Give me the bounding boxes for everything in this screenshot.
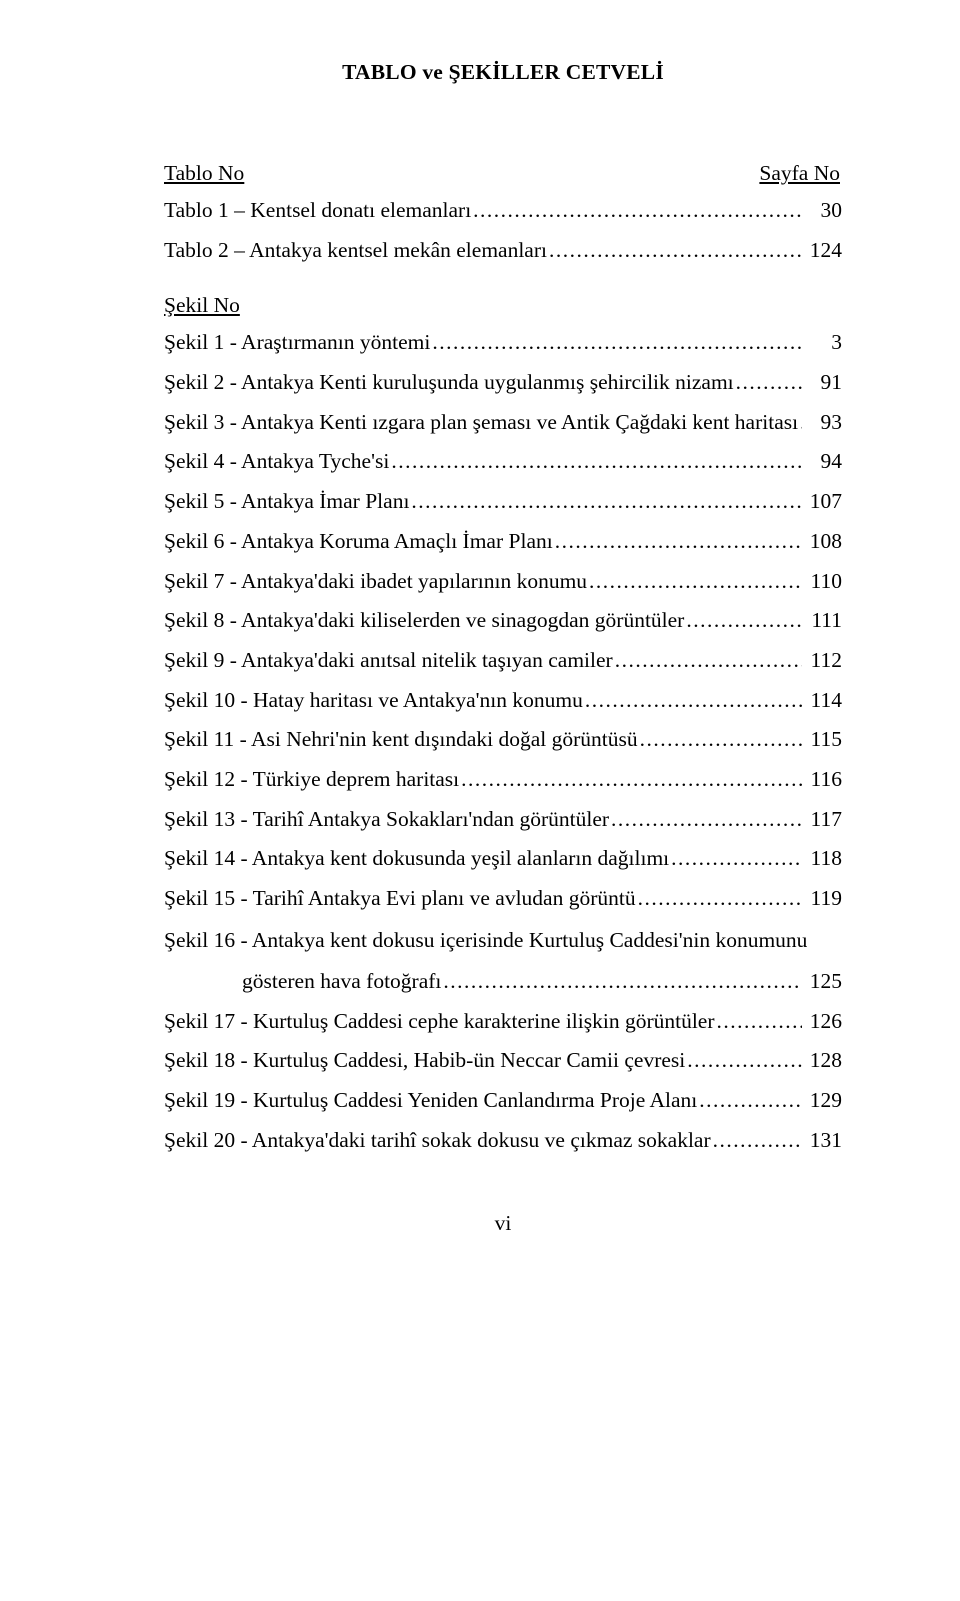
toc-entry: Şekil 14 - Antakya kent dokusunda yeşil … xyxy=(164,848,842,870)
dot-leader xyxy=(411,491,802,513)
dot-leader xyxy=(461,769,802,791)
dot-leader xyxy=(615,650,802,672)
toc-entry-line1: Şekil 16 - Antakya kent dokusu içerisind… xyxy=(164,928,842,953)
toc-entry: Tablo 1 – Kentsel donatı elemanları 30 xyxy=(164,200,842,222)
toc-page-number: 108 xyxy=(804,531,842,553)
toc-page-number: 110 xyxy=(804,571,842,593)
document-page: TABLO ve ŞEKİLLER CETVELİ Tablo No Sayfa… xyxy=(0,0,960,1276)
toc-entry-label: Şekil 11 - Asi Nehri'nin kent dışındaki … xyxy=(164,729,638,751)
toc-page-number: 131 xyxy=(804,1130,842,1152)
toc-entry: Şekil 15 - Tarihî Antakya Evi planı ve a… xyxy=(164,888,842,910)
toc-entry-line2: gösteren hava fotoğrafı xyxy=(242,971,441,993)
toc-entry-label: Şekil 18 - Kurtuluş Caddesi, Habib-ün Ne… xyxy=(164,1050,685,1072)
dot-leader xyxy=(391,451,802,473)
page-footer: vi xyxy=(164,1211,842,1236)
sekil-entries-after: Şekil 17 - Kurtuluş Caddesi cephe karakt… xyxy=(164,1011,842,1152)
toc-entry-label: Şekil 7 - Antakya'daki ibadet yapılarını… xyxy=(164,571,587,593)
toc-page-number: 125 xyxy=(804,971,842,993)
toc-entry: Tablo 2 – Antakya kentsel mekân elemanla… xyxy=(164,240,842,262)
toc-page-number: 128 xyxy=(804,1050,842,1072)
dot-leader xyxy=(717,1011,802,1033)
toc-entry: Şekil 9 - Antakya'daki anıtsal nitelik t… xyxy=(164,650,842,672)
toc-page-number: 119 xyxy=(804,888,842,910)
toc-page-number: 129 xyxy=(804,1090,842,1112)
toc-entry: Şekil 12 - Türkiye deprem haritası 116 xyxy=(164,769,842,791)
dot-leader xyxy=(585,690,802,712)
toc-entry-label: Tablo 1 – Kentsel donatı elemanları xyxy=(164,200,471,222)
toc-entry: Şekil 10 - Hatay haritası ve Antakya'nın… xyxy=(164,690,842,712)
toc-entry: Şekil 19 - Kurtuluş Caddesi Yeniden Canl… xyxy=(164,1090,842,1112)
dot-leader xyxy=(638,888,802,910)
toc-entry-label: Şekil 8 - Antakya'daki kiliselerden ve s… xyxy=(164,610,684,632)
dot-leader xyxy=(589,571,802,593)
dot-leader xyxy=(800,412,802,434)
dot-leader xyxy=(473,200,802,222)
toc-page-number: 117 xyxy=(804,809,842,831)
sekil-header: Şekil No xyxy=(164,293,842,318)
header-right: Sayfa No xyxy=(759,161,840,186)
toc-page-number: 112 xyxy=(804,650,842,672)
toc-entry-label: Şekil 19 - Kurtuluş Caddesi Yeniden Canl… xyxy=(164,1090,697,1112)
toc-page-number: 115 xyxy=(804,729,842,751)
toc-entry-label: Şekil 4 - Antakya Tyche'si xyxy=(164,451,389,473)
toc-entry-label: Şekil 13 - Tarihî Antakya Sokakları'ndan… xyxy=(164,809,609,831)
toc-entry: Şekil 11 - Asi Nehri'nin kent dışındaki … xyxy=(164,729,842,751)
dot-leader xyxy=(443,971,802,993)
toc-entry-label: Şekil 3 - Antakya Kenti ızgara plan şema… xyxy=(164,412,798,434)
toc-entry: Şekil 4 - Antakya Tyche'si 94 xyxy=(164,451,842,473)
dot-leader xyxy=(611,809,802,831)
toc-entry-label: Şekil 17 - Kurtuluş Caddesi cephe karakt… xyxy=(164,1011,715,1033)
toc-page-number: 114 xyxy=(804,690,842,712)
toc-entry: Şekil 5 - Antakya İmar Planı 107 xyxy=(164,491,842,513)
toc-entry: Şekil 13 - Tarihî Antakya Sokakları'ndan… xyxy=(164,809,842,831)
dot-leader xyxy=(671,848,802,870)
toc-entry: Şekil 2 - Antakya Kenti kuruluşunda uygu… xyxy=(164,372,842,394)
toc-entry: Şekil 18 - Kurtuluş Caddesi, Habib-ün Ne… xyxy=(164,1050,842,1072)
dot-leader xyxy=(736,372,802,394)
dot-leader xyxy=(686,610,802,632)
toc-page-number: 30 xyxy=(804,200,842,222)
column-headers: Tablo No Sayfa No xyxy=(164,161,842,186)
toc-entry-multiline: Şekil 16 - Antakya kent dokusu içerisind… xyxy=(164,928,842,993)
toc-entry-label: Şekil 12 - Türkiye deprem haritası xyxy=(164,769,459,791)
toc-page-number: 124 xyxy=(804,240,842,262)
toc-page-number: 3 xyxy=(804,332,842,354)
tablo-entries: Tablo 1 – Kentsel donatı elemanları30Tab… xyxy=(164,200,842,261)
toc-entry: Şekil 3 - Antakya Kenti ızgara plan şema… xyxy=(164,412,842,434)
toc-entry-label: Tablo 2 – Antakya kentsel mekân elemanla… xyxy=(164,240,547,262)
toc-entry: Şekil 7 - Antakya'daki ibadet yapılarını… xyxy=(164,571,842,593)
toc-entry-label: Şekil 9 - Antakya'daki anıtsal nitelik t… xyxy=(164,650,613,672)
toc-entry: Şekil 8 - Antakya'daki kiliselerden ve s… xyxy=(164,610,842,632)
header-left: Tablo No xyxy=(164,161,244,186)
toc-entry-label: Şekil 1 - Araştırmanın yöntemi xyxy=(164,332,430,354)
toc-entry-label: Şekil 20 - Antakya'daki tarihî sokak dok… xyxy=(164,1130,711,1152)
toc-page-number: 107 xyxy=(804,491,842,513)
toc-page-number: 118 xyxy=(804,848,842,870)
dot-leader xyxy=(699,1090,802,1112)
toc-entry: Şekil 1 - Araştırmanın yöntemi 3 xyxy=(164,332,842,354)
toc-page-number: 116 xyxy=(804,769,842,791)
dot-leader xyxy=(549,240,802,262)
dot-leader xyxy=(432,332,802,354)
toc-page-number: 93 xyxy=(804,412,842,434)
toc-page-number: 111 xyxy=(804,610,842,632)
toc-entry-label: Şekil 14 - Antakya kent dokusunda yeşil … xyxy=(164,848,669,870)
toc-entry-label: Şekil 15 - Tarihî Antakya Evi planı ve a… xyxy=(164,888,636,910)
dot-leader xyxy=(687,1050,802,1072)
toc-entry: Şekil 6 - Antakya Koruma Amaçlı İmar Pla… xyxy=(164,531,842,553)
toc-entry-label: Şekil 6 - Antakya Koruma Amaçlı İmar Pla… xyxy=(164,531,553,553)
sekil-entries: Şekil 1 - Araştırmanın yöntemi 3 Şekil 2 -… xyxy=(164,332,842,909)
toc-page-number: 91 xyxy=(804,372,842,394)
page-title: TABLO ve ŞEKİLLER CETVELİ xyxy=(164,60,842,85)
toc-entry-label: Şekil 10 - Hatay haritası ve Antakya'nın… xyxy=(164,690,583,712)
toc-entry-label: Şekil 5 - Antakya İmar Planı xyxy=(164,491,409,513)
toc-entry-label: Şekil 2 - Antakya Kenti kuruluşunda uygu… xyxy=(164,372,734,394)
dot-leader xyxy=(555,531,802,553)
toc-entry: Şekil 17 - Kurtuluş Caddesi cephe karakt… xyxy=(164,1011,842,1033)
toc-page-number: 94 xyxy=(804,451,842,473)
toc-entry: Şekil 20 - Antakya'daki tarihî sokak dok… xyxy=(164,1130,842,1152)
toc-page-number: 126 xyxy=(804,1011,842,1033)
dot-leader xyxy=(713,1130,802,1152)
dot-leader xyxy=(640,729,802,751)
